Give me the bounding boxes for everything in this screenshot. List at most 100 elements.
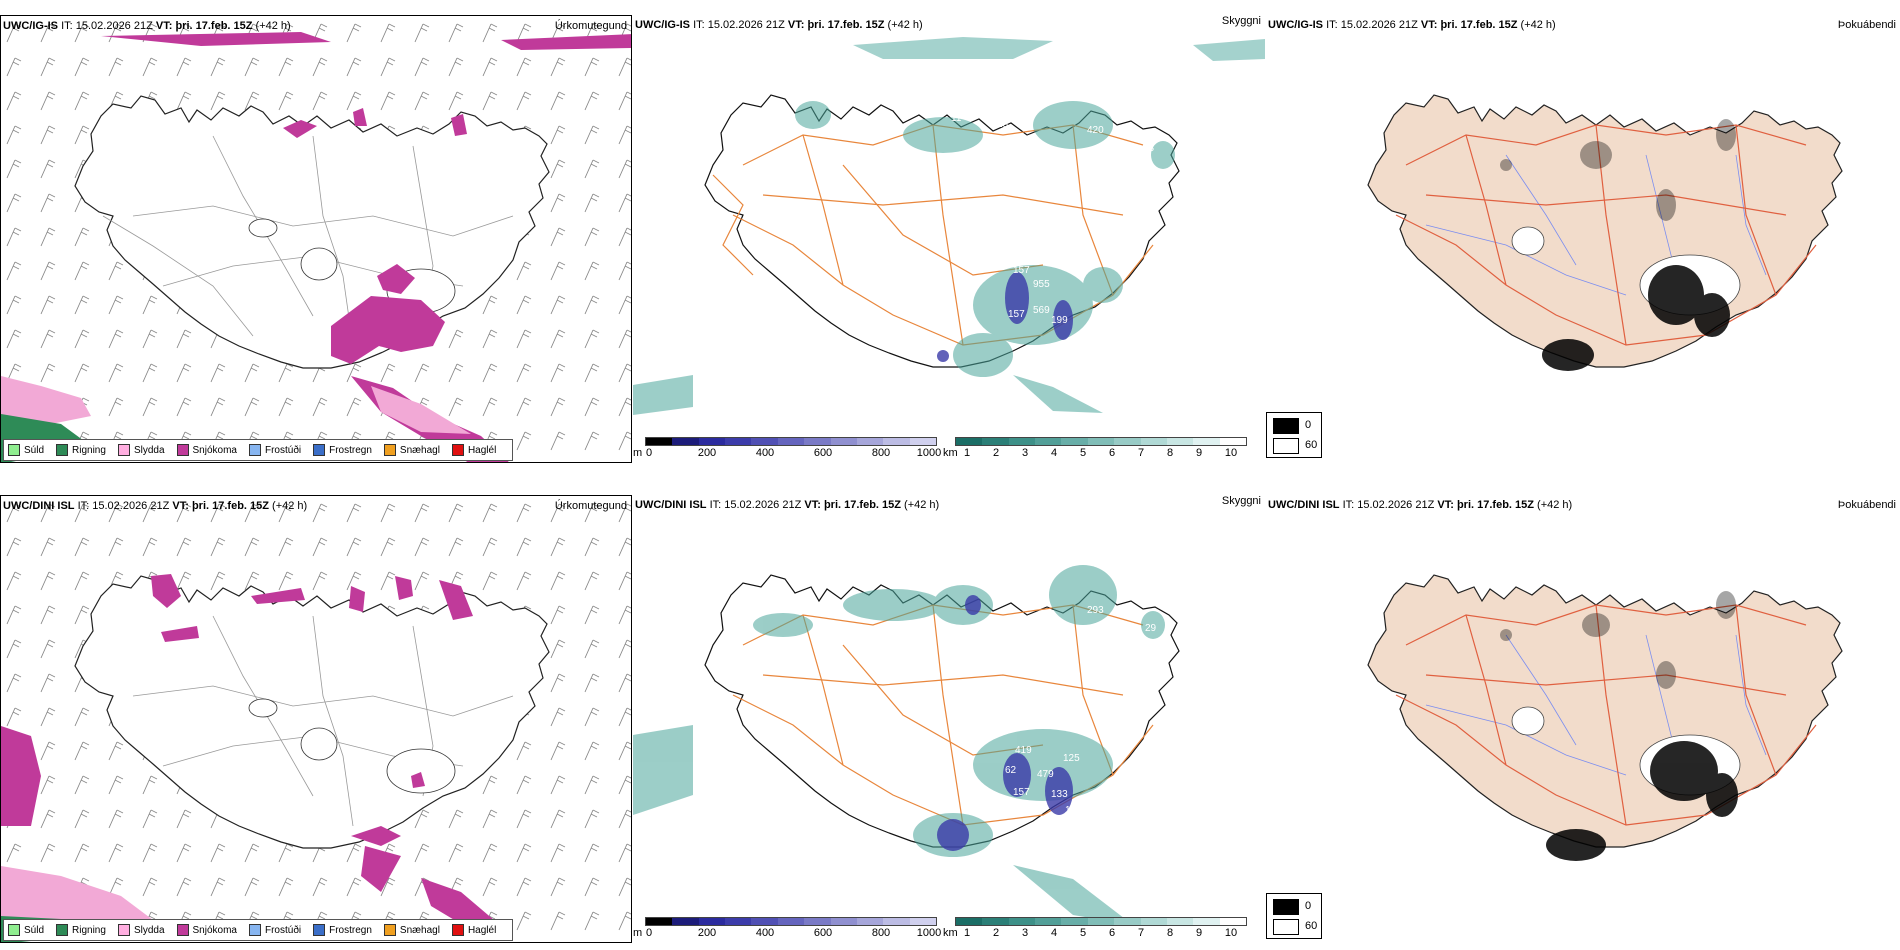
fog-index-map: [1367, 94, 1843, 371]
legend-item-drizzle: Súld: [8, 444, 44, 456]
ceiling-colorbar: m 0 200 400 600 800 1000: [633, 437, 943, 459]
visibility-panel-bottom: 479 62 157 133 125 419 102 29 293 UWC/DI…: [633, 495, 1265, 943]
legend-item-freezing-drizzle: Frostúði: [248, 444, 301, 456]
ceiling-labels: 157 955 569 199 157 18 11 43 420: [951, 113, 1155, 326]
fog-legend-bottom: 0 60: [1266, 893, 1322, 939]
colorbar-tick: 5: [1079, 447, 1087, 459]
colorbar-tick: 400: [755, 927, 775, 939]
colorbar-unit: km: [943, 927, 958, 939]
colorbar-tick: 2: [992, 927, 1000, 939]
panel-title: UWC/DINI ISL IT: 15.02.2026 21Z VT: þri.…: [1268, 499, 1573, 511]
fog-legend-swatch-low: [1273, 418, 1299, 434]
ceiling-label: 125: [1063, 753, 1080, 764]
ceiling-label: 955: [1033, 279, 1050, 290]
legend-item-sleet: Slydda: [117, 444, 165, 456]
colorbar-tick: 200: [697, 927, 717, 939]
ceiling-colorbar-strip: [645, 437, 937, 446]
colorbar-tick: 1: [963, 447, 971, 459]
panel-title: UWC/IG-IS IT: 15.02.2026 21Z VT: þri. 17…: [3, 20, 291, 32]
ceiling-label: 133: [1051, 789, 1068, 800]
colorbar-tick: 1000: [916, 927, 942, 939]
colorbar-tick: 7: [1137, 927, 1145, 939]
fog-index-map: [1367, 574, 1843, 861]
visibility-colorbar: km 1 2 3 4 5 6 7 8 9 10: [943, 917, 1253, 939]
ceiling-label: 11: [951, 113, 962, 124]
colorbar-tick: 6: [1108, 447, 1116, 459]
panel-type-label: Úrkomutegund: [554, 500, 627, 512]
legend-item-snow-pellets: Snæhagl: [383, 444, 440, 456]
ceiling-label: 479: [1037, 769, 1054, 780]
fog-legend-swatch-low: [1273, 899, 1299, 915]
visibility-map: 157 955 569 199 157 18 11 43 420: [633, 37, 1265, 415]
visibility-label: 420: [1087, 125, 1104, 136]
legend-item-rain: Rigning: [56, 924, 106, 936]
precip-type-map: [1, 16, 631, 462]
panel-type-label: Þokuábendi: [1837, 19, 1896, 31]
visibility-colorbar-strip: [955, 917, 1247, 926]
ceiling-colorbar: m 0 200 400 600 800 1000: [633, 917, 943, 939]
fog-legend-top: 0 60: [1266, 412, 1322, 458]
colorbar-tick: 800: [871, 927, 891, 939]
visibility-map: 479 62 157 133 125 419 102 29 293: [633, 565, 1180, 925]
colorbar-tick: 4: [1050, 447, 1058, 459]
ceiling-label: 157: [1013, 787, 1030, 798]
fog-legend-swatch-high: [1273, 919, 1299, 935]
colorbar-tick: 10: [1224, 927, 1238, 939]
legend-item-hail: Haglél: [451, 924, 496, 936]
ceiling-label: 29: [1145, 623, 1157, 634]
ceiling-label: 62: [1005, 765, 1017, 776]
visibility-colorbar: km 1 2 3 4 5 6 7 8 9 10: [943, 437, 1253, 459]
colorbar-tick: 1: [963, 927, 971, 939]
colorbar-unit: m: [633, 927, 643, 939]
visibility-panel-top: 157 955 569 199 157 18 11 43 420 UWC/IG-…: [633, 15, 1265, 463]
colorbar-tick: 8: [1166, 447, 1174, 459]
colorbar-tick: 3: [1021, 447, 1029, 459]
precip-legend: Súld Rigning Slydda Snjókoma Frostúði Fr…: [3, 439, 514, 461]
colorbar-tick: 4: [1050, 927, 1058, 939]
colorbar-tick: 8: [1166, 927, 1174, 939]
ceiling-colorbar-strip: [645, 917, 937, 926]
ceiling-label: 569: [1033, 305, 1050, 316]
fog-legend-swatch-high: [1273, 438, 1299, 454]
colorbar-tick: 2: [992, 447, 1000, 459]
panel-type-label: Úrkomutegund: [554, 20, 627, 32]
visibility-colorbar-strip: [955, 437, 1247, 446]
panel-title: UWC/IG-IS IT: 15.02.2026 21Z VT: þri. 17…: [1268, 19, 1556, 31]
colorbar-tick: 3: [1021, 927, 1029, 939]
colorbar-tick: 9: [1195, 927, 1203, 939]
panel-title: UWC/DINI ISL IT: 15.02.2026 21Z VT: þri.…: [635, 499, 940, 511]
legend-item-snow: Snjókoma: [176, 444, 237, 456]
colorbar-tick: 600: [813, 447, 833, 459]
colorbar-tick: 7: [1137, 447, 1145, 459]
colorbar-unit: m: [633, 447, 643, 459]
panel-type-label: Skyggni: [1221, 15, 1261, 27]
fog-index-panel-bottom: UWC/DINI ISL IT: 15.02.2026 21Z VT: þri.…: [1266, 495, 1900, 943]
panel-title: UWC/IG-IS IT: 15.02.2026 21Z VT: þri. 17…: [635, 19, 923, 31]
ceiling-label: 157: [1013, 265, 1030, 276]
ceiling-labels: 479 62 157 133 125 419 102 29 293: [1005, 605, 1157, 816]
ceiling-label: 43: [1143, 143, 1155, 154]
panel-type-label: Þokuábendi: [1837, 499, 1896, 511]
panel-title: UWC/DINI ISL IT: 15.02.2026 21Z VT: þri.…: [3, 500, 308, 512]
colorbar-tick: 600: [813, 927, 833, 939]
colorbar-tick: 10: [1224, 447, 1238, 459]
fog-index-panel-top: UWC/IG-IS IT: 15.02.2026 21Z VT: þri. 17…: [1266, 15, 1900, 463]
colorbar-tick: 1000: [916, 447, 942, 459]
precip-type-panel-top: UWC/IG-IS IT: 15.02.2026 21Z VT: þri. 17…: [0, 15, 632, 463]
ceiling-label: 199: [1051, 315, 1068, 326]
colorbar-tick: 0: [645, 447, 653, 459]
fog-legend-low-label: 0: [1305, 900, 1312, 912]
precip-type-map: [1, 496, 631, 942]
legend-item-freezing-rain: Frostregn: [313, 444, 372, 456]
fog-legend-low-label: 0: [1305, 419, 1312, 431]
ceiling-label: 18: [997, 119, 1009, 130]
visibility-label: 293: [1087, 605, 1104, 616]
legend-item-hail: Haglél: [451, 444, 496, 456]
colorbar-tick: 400: [755, 447, 775, 459]
colorbar-tick: 0: [645, 927, 653, 939]
precip-type-panel-bottom: UWC/DINI ISL IT: 15.02.2026 21Z VT: þri.…: [0, 495, 632, 943]
legend-item-freezing-drizzle: Frostúði: [248, 924, 301, 936]
colorbar-unit: km: [943, 447, 958, 459]
legend-item-sleet: Slydda: [117, 924, 165, 936]
colorbar-tick: 9: [1195, 447, 1203, 459]
